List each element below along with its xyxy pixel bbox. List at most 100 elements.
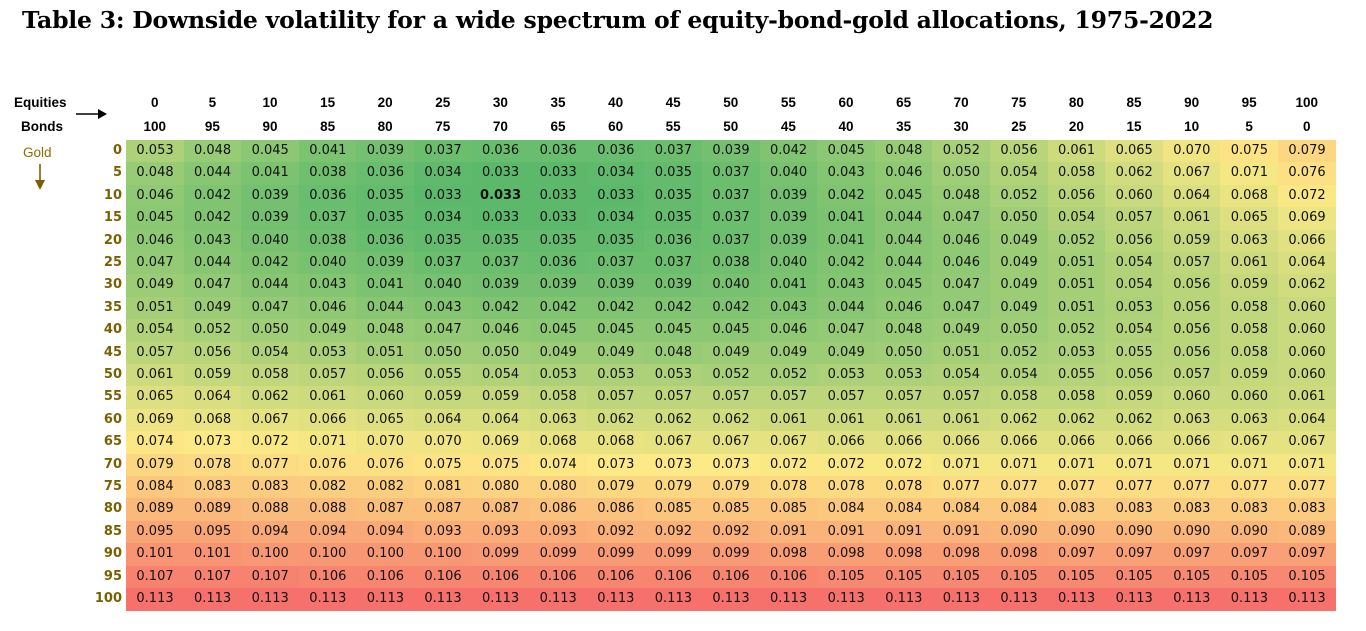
heatmap-cell: 0.106 <box>471 565 530 589</box>
heatmap-cell: 0.077 <box>1105 476 1164 499</box>
gold-arrow-icon <box>35 164 45 190</box>
heatmap-cell: 0.075 <box>1220 140 1279 163</box>
heatmap-cell: 0.053 <box>817 364 876 387</box>
heatmap-cell: 0.073 <box>702 453 760 477</box>
heatmap-cell: 0.113 <box>1278 588 1336 611</box>
heatmap-cell: 0.044 <box>183 252 242 275</box>
heatmap-cell: 0.043 <box>183 229 242 253</box>
heatmap-cell: 0.090 <box>1047 520 1106 544</box>
heatmap-cell: 0.059 <box>1105 386 1164 410</box>
heatmap-cell: 0.063 <box>1220 229 1279 253</box>
bonds-tick-label: 75 <box>435 119 451 134</box>
heatmap-cell: 0.052 <box>990 184 1048 208</box>
heatmap-cell: 0.042 <box>759 140 818 163</box>
heatmap-cell: 0.056 <box>1047 184 1106 208</box>
heatmap-cell: 0.082 <box>356 476 415 499</box>
heatmap-cell: 0.049 <box>990 274 1048 298</box>
gold-tick-label: 25 <box>103 255 122 270</box>
heatmap-cell: 0.035 <box>644 184 703 208</box>
heatmap-cell: 0.057 <box>298 364 357 387</box>
heatmap-cell: 0.113 <box>356 588 415 611</box>
heatmap-cell: 0.064 <box>414 408 472 432</box>
heatmap-cell: 0.042 <box>644 296 703 320</box>
heatmap-cell: 0.054 <box>471 364 530 387</box>
heatmap-cell: 0.062 <box>990 408 1048 432</box>
heatmap-cell: 0.039 <box>356 252 415 275</box>
heatmap-cell: 0.113 <box>817 588 876 611</box>
heatmap-cell: 0.094 <box>298 520 357 544</box>
heatmap-cell: 0.035 <box>471 229 530 253</box>
bonds-tick-label: 80 <box>377 119 393 134</box>
heatmap-cell: 0.033 <box>529 162 588 186</box>
heatmap-cell: 0.069 <box>126 408 184 432</box>
bonds-tick-label: 30 <box>953 119 969 134</box>
heatmap-cell: 0.083 <box>1047 498 1106 522</box>
equities-tick-label: 60 <box>838 95 854 110</box>
heatmap-cell: 0.037 <box>298 207 357 231</box>
heatmap-cell: 0.050 <box>414 341 472 365</box>
heatmap-cell: 0.057 <box>1105 207 1164 231</box>
heatmap-cell: 0.040 <box>759 162 818 186</box>
heatmap-cell: 0.039 <box>586 274 645 298</box>
heatmap-cell: 0.080 <box>529 476 588 499</box>
gold-tick-label: 45 <box>103 344 122 360</box>
heatmap-cell: 0.067 <box>1278 431 1336 455</box>
heatmap-cell: 0.038 <box>298 162 357 186</box>
heatmap-cell: 0.068 <box>586 431 645 455</box>
heatmap-cell: 0.036 <box>529 252 588 275</box>
heatmap-cell: 0.035 <box>529 229 588 253</box>
heatmap-cell: 0.113 <box>1105 588 1164 611</box>
heatmap-cell: 0.040 <box>298 252 357 275</box>
heatmap-cell: 0.067 <box>759 431 818 455</box>
heatmap-cell: 0.106 <box>356 565 415 589</box>
bonds-tick-label: 20 <box>1068 119 1084 134</box>
heatmap-cell: 0.071 <box>932 453 991 477</box>
equities-row-label: Equities <box>14 95 67 110</box>
heatmap-cell: 0.113 <box>1220 588 1279 611</box>
heatmap-cell: 0.049 <box>990 229 1048 253</box>
heatmap-cell: 0.091 <box>817 520 876 544</box>
heatmap-cell: 0.113 <box>644 588 703 611</box>
equities-tick-label: 65 <box>896 95 912 110</box>
heatmap-cell: 0.060 <box>1162 386 1221 410</box>
heatmap-cell: 0.049 <box>817 341 876 365</box>
heatmap-cell: 0.086 <box>529 498 588 522</box>
heatmap-cell: 0.061 <box>874 408 933 432</box>
heatmap-cell: 0.077 <box>1162 476 1221 499</box>
bonds-tick-label: 5 <box>1245 119 1253 134</box>
heatmap-cell: 0.061 <box>932 408 991 432</box>
heatmap-cell: 0.107 <box>241 565 300 589</box>
heatmap-cell: 0.093 <box>529 520 588 544</box>
heatmap-cell: 0.066 <box>1047 431 1106 455</box>
heatmap-cell: 0.036 <box>356 229 415 253</box>
heatmap-cell: 0.041 <box>298 140 357 163</box>
heatmap-cell: 0.076 <box>1278 162 1336 186</box>
heatmap-cell: 0.084 <box>990 498 1048 522</box>
heatmap-cell: 0.067 <box>644 431 703 455</box>
heatmap-cell: 0.106 <box>586 565 645 589</box>
heatmap-cell: 0.033 <box>471 207 530 231</box>
heatmap-cell: 0.037 <box>586 252 645 275</box>
gold-tick-label: 95 <box>103 568 122 584</box>
heatmap-cell: 0.106 <box>414 565 472 589</box>
heatmap-cell: 0.077 <box>241 453 300 477</box>
heatmap-cell: 0.048 <box>874 319 933 343</box>
heatmap-cell: 0.058 <box>1047 162 1106 186</box>
heatmap-cell: 0.050 <box>990 207 1048 231</box>
heatmap-cell: 0.048 <box>183 140 242 163</box>
heatmap-cell: 0.037 <box>414 252 472 275</box>
heatmap-cell: 0.097 <box>1278 543 1336 567</box>
heatmap-cell: 0.055 <box>1105 341 1164 365</box>
equities-arrow-icon <box>76 109 107 119</box>
heatmap-cell: 0.039 <box>759 184 818 208</box>
heatmap-cell: 0.051 <box>932 341 991 365</box>
gold-tick-label: 75 <box>103 479 122 494</box>
heatmap-cell: 0.099 <box>471 543 530 567</box>
heatmap-cell: 0.107 <box>126 565 184 589</box>
heatmap-cell: 0.057 <box>644 386 703 410</box>
heatmap-cell: 0.050 <box>241 319 300 343</box>
heatmap-cell: 0.044 <box>183 162 242 186</box>
heatmap-cell: 0.098 <box>759 543 818 567</box>
heatmap-cell: 0.042 <box>183 184 242 208</box>
heatmap-cell: 0.090 <box>1220 520 1279 544</box>
